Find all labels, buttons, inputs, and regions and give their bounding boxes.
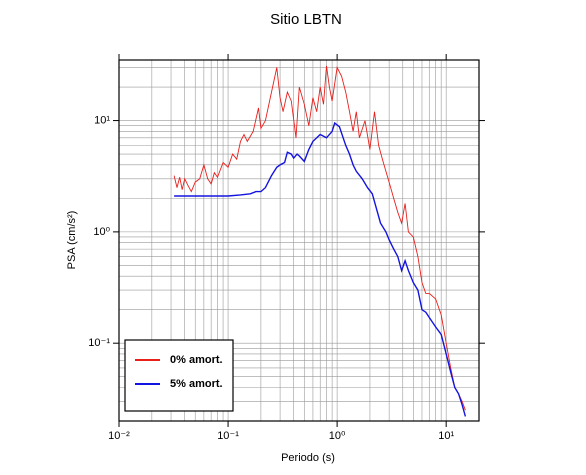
legend-label: 5% amort. — [170, 378, 223, 390]
series-line — [174, 121, 467, 417]
y-axis-label: PSA (cm/s²) — [66, 211, 78, 270]
legend-label: 0% amort. — [170, 354, 223, 366]
x-tick-label: 10⁰ — [329, 430, 346, 442]
chart-title: Sitio LBTN — [270, 11, 342, 28]
y-tick-label: 10¹ — [94, 114, 110, 126]
x-axis-label: Periodo (s) — [281, 452, 335, 464]
series-line — [173, 65, 466, 411]
x-tick-label: 10¹ — [438, 430, 454, 442]
plot-frame — [118, 59, 480, 422]
x-tick-label: 10⁻² — [108, 430, 130, 442]
x-tick-label: 10⁻¹ — [217, 430, 239, 442]
y-tick-label: 10⁰ — [93, 226, 110, 238]
y-tick-label: 10⁻¹ — [88, 337, 110, 349]
legend-box — [124, 339, 234, 412]
